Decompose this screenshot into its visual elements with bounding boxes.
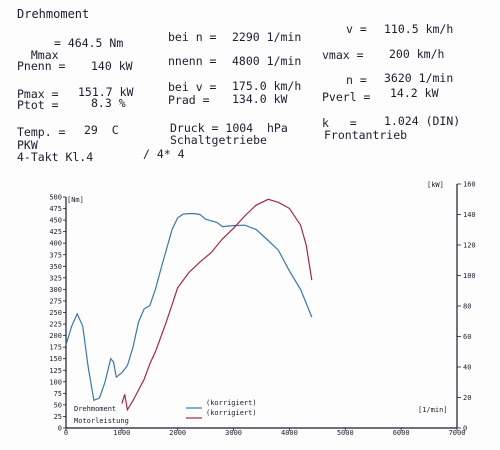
x-tick-label: 6000 [393, 429, 410, 437]
y-left-tick-label: 450 [49, 217, 62, 225]
y-left-tick-label: 200 [49, 332, 62, 340]
engine-type: 4-Takt Kl.4 [17, 150, 94, 164]
y-left-tick-label: 25 [54, 413, 62, 421]
drive-type: Frontantrieb [324, 128, 408, 142]
field-label: Mmax [30, 48, 59, 62]
y-left-tick-label: 425 [49, 228, 62, 236]
y-right-tick-label: 40 [463, 364, 471, 372]
y-right-tick-label: 20 [463, 394, 471, 402]
x-tick-label: 5000 [337, 429, 354, 437]
legend-label-torque: Drehmoment [74, 405, 116, 413]
y-left-tick-label: 275 [49, 297, 62, 305]
field-n: n = [346, 73, 367, 87]
y-left-tick-label: 350 [49, 263, 62, 271]
y-left-tick-label: 0 [58, 425, 62, 433]
left-axis-ticks: 0 25 50 75 100 125 150 175 200 225 250 275 300 325 350… [49, 194, 66, 433]
transmission: Schaltgetriebe [170, 133, 267, 147]
x-tick-label: 7000 [449, 429, 466, 437]
field-bei-n-value: 2290 1/min [232, 30, 302, 44]
y-right-axis-label: [kW] [427, 181, 444, 189]
field-temp-value: 29 C [84, 123, 119, 137]
power-series-line [121, 198, 313, 412]
field-bei-v: bei v = [168, 80, 217, 94]
y-left-tick-label: 150 [49, 355, 62, 363]
field-ptot: Ptot = [17, 98, 59, 112]
field-pverl-value: 14.2 kW [390, 86, 439, 100]
y-left-axis-label: [Nm] [67, 196, 84, 204]
y-left-tick-label: 325 [49, 274, 62, 282]
field-mmax: Mmax [17, 37, 59, 61]
field-vmax: vmax = [322, 48, 364, 62]
y-left-tick-label: 400 [49, 240, 62, 248]
y-left-tick-label: 475 [49, 205, 62, 213]
vehicle-type: PKW [17, 138, 38, 152]
field-pmax: Pmax = [17, 87, 59, 101]
x-tick-label: 3000 [225, 429, 242, 437]
x-tick-label: 2000 [169, 429, 186, 437]
field-prad: Prad = [168, 93, 210, 107]
legend-label-power: Motorleistung [74, 417, 129, 425]
y-left-tick-label: 75 [54, 390, 62, 398]
legend: Drehmoment (korrigiert) Motorleistung (k… [74, 399, 257, 425]
field-prad-value: 134.0 kW [232, 92, 288, 106]
chart-axes [65, 184, 458, 429]
field-bei-v-value: 175.0 km/h [232, 79, 302, 93]
y-right-tick-label: 100 [463, 272, 476, 280]
y-left-tick-label: 375 [49, 251, 62, 259]
y-left-tick-label: 100 [49, 378, 62, 386]
field-temp: Temp. = [17, 125, 66, 139]
x-axis-ticks: 0 1000 2000 3000 4000 5000 6000 7000 [64, 428, 466, 437]
field-nnenn: nnenn = [168, 54, 217, 68]
field-pnenn-value: 140 kW [91, 59, 133, 73]
field-bei-n: bei n = [168, 30, 217, 44]
legend-suffix-power: (korrigiert) [206, 409, 257, 417]
field-pmax-value: 151.7 kW [78, 85, 134, 99]
field-v: v = [346, 22, 367, 36]
report-title: Drehmoment [17, 7, 90, 21]
y-right-tick-label: 160 [463, 181, 476, 189]
y-left-tick-label: 250 [49, 309, 62, 317]
field-druck: Druck = 1004 hPa [170, 121, 288, 135]
field-vmax-value: 200 km/h [389, 47, 445, 61]
y-right-tick-label: 80 [463, 303, 471, 311]
y-right-tick-label: 140 [463, 211, 476, 219]
field-v-value: 110.5 km/h [384, 22, 454, 36]
x-tick-label: 4000 [281, 429, 298, 437]
y-left-tick-label: 175 [49, 344, 62, 352]
y-left-tick-label: 50 [54, 401, 62, 409]
y-left-tick-label: 125 [49, 367, 62, 375]
torque-series-line [65, 213, 313, 402]
y-left-tick-label: 300 [49, 286, 62, 294]
field-pverl: Pverl = [322, 90, 371, 104]
field-k-value: 1.024 (DIN) [384, 114, 461, 128]
field-nnenn-value: 4800 1/min [232, 54, 302, 68]
x-axis-label: [1/min] [418, 406, 448, 414]
y-right-tick-label: 0 [463, 425, 467, 433]
x-tick-label: 1000 [113, 429, 130, 437]
field-n-value: 3620 1/min [384, 71, 454, 85]
y-right-tick-label: 60 [463, 333, 471, 341]
y-left-tick-label: 500 [49, 194, 62, 202]
field-mmax-value: = 464.5 Nm [54, 36, 124, 50]
cylinder-info: / 4* 4 [143, 147, 185, 161]
x-tick-label: 0 [64, 429, 68, 437]
y-right-tick-label: 120 [463, 242, 476, 250]
right-axis-ticks: 0 20 40 60 80 100 120 140 160 [457, 181, 476, 433]
field-pnenn: Pnenn = [17, 59, 66, 73]
legend-suffix-torque: (korrigiert) [206, 399, 257, 407]
y-left-tick-label: 225 [49, 321, 62, 329]
field-ptot-value: 8.3 % [91, 96, 126, 110]
field-k: k = [322, 116, 357, 130]
